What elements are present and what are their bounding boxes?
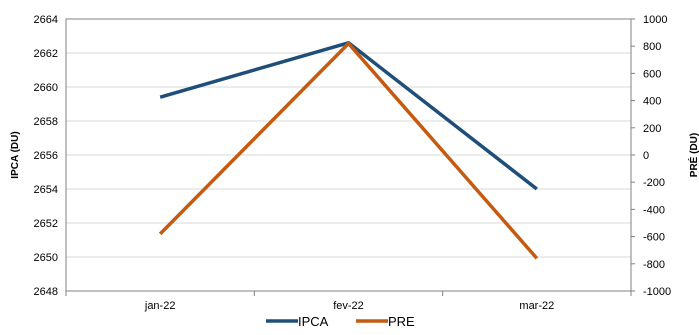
right-axis-tick-labels: -1000 -800 -600 -400 -200 0 200 400 600 800 1000 [631, 14, 671, 298]
left-axis-tick-label: 2662 [34, 48, 58, 60]
x-axis-tick-label: fev-22 [333, 300, 364, 312]
right-axis-tick-label: 400 [643, 96, 661, 108]
left-axis-tick-label: 2656 [34, 150, 58, 162]
right-axis-tick-label: -600 [643, 232, 665, 244]
series-line-pre [158, 41, 539, 260]
right-axis-tick-label: -800 [643, 259, 665, 271]
right-axis-tick-label: 800 [643, 41, 661, 53]
left-axis-tick-label: 2652 [34, 218, 58, 230]
right-axis-tick-label: 1000 [643, 14, 667, 26]
left-axis-tick-label: 2664 [34, 14, 58, 26]
right-axis-tick-label: 0 [643, 150, 649, 162]
left-axis-tick-label: 2650 [34, 252, 58, 264]
gridlines [66, 18, 631, 292]
left-axis-tick-label: 2648 [34, 286, 58, 298]
right-axis-title: PRÉ (DU) [687, 133, 699, 177]
legend: IPCA PRE [266, 314, 415, 329]
right-axis-tick-label: -1000 [643, 286, 671, 298]
series-line-ipca [159, 41, 538, 191]
right-axis-tick-label: 600 [643, 68, 661, 80]
x-axis-tick-label: jan-22 [144, 300, 176, 312]
left-axis-title: IPCA (DU) [10, 131, 21, 178]
left-axis-tick-label: 2660 [34, 82, 58, 94]
left-axis-tick-label: 2658 [34, 116, 58, 128]
right-axis-tick-label: -200 [643, 177, 665, 189]
x-axis-tick-label: mar-22 [519, 300, 554, 312]
left-axis-tick-label: 2654 [34, 184, 58, 196]
right-axis-tick-label: 200 [643, 123, 661, 135]
right-axis-tick-label: -400 [643, 204, 665, 216]
legend-label-pre: PRE [388, 314, 415, 329]
series-lines [158, 41, 539, 260]
x-axis-tick-labels: jan-22 fev-22 mar-22 [65, 291, 632, 312]
left-axis-tick-labels: 2648 2650 2652 2654 2656 2658 2660 2662 2664 [34, 14, 58, 298]
legend-label-ipca: IPCA [298, 314, 329, 329]
